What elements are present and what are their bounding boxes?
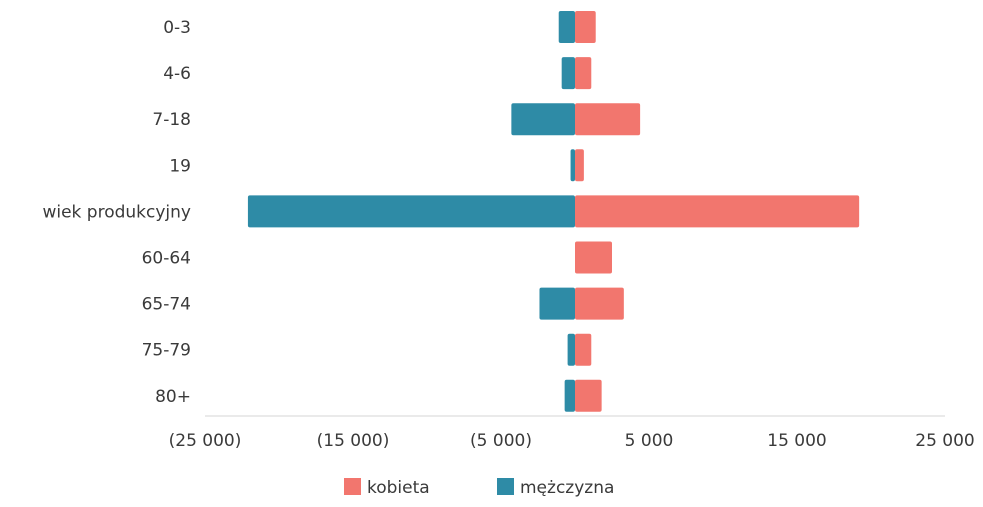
x-axis: (25 000) (15 000) (5 000) 5 000 15 000 25 000: [169, 415, 975, 451]
bar-kobieta: [575, 195, 860, 228]
bar-kobieta: [575, 149, 584, 182]
category-label: 19: [169, 156, 191, 176]
bar-kobieta: [575, 57, 592, 90]
category-labels: 0-3 4-6 7-18 19 wiek produkcyjny 60-64 65-74 75…: [42, 18, 191, 407]
bar-mezczyzna: [570, 149, 575, 182]
bar-kobieta: [575, 11, 596, 43]
bar-mezczyzna: [561, 57, 575, 90]
bar-kobieta: [575, 103, 641, 136]
bars-layer: [247, 11, 860, 412]
legend-kobieta: kobieta: [344, 478, 430, 498]
category-label: 4-6: [163, 64, 191, 84]
x-tick-label: (25 000): [169, 431, 242, 451]
category-label: 80+: [155, 387, 191, 407]
legend-label: mężczyzna: [520, 478, 614, 498]
bar-mezczyzna: [558, 11, 575, 43]
legend-swatch: [497, 478, 514, 495]
x-tick-label: (15 000): [317, 431, 390, 451]
legend-label: kobieta: [367, 478, 430, 498]
category-label: 75-79: [142, 341, 191, 361]
bar-kobieta: [575, 241, 612, 274]
x-tick-label: 25 000: [915, 431, 974, 451]
x-tick-label: 5 000: [625, 431, 674, 451]
category-label: 60-64: [142, 249, 191, 269]
bar-mezczyzna: [247, 195, 576, 228]
category-label: 65-74: [142, 295, 191, 315]
legend-mezczyzna: mężczyzna: [497, 478, 614, 498]
bar-mezczyzna: [564, 379, 575, 412]
category-label: wiek produkcyjny: [42, 202, 191, 222]
bar-mezczyzna: [567, 333, 575, 366]
bar-mezczyzna: [511, 103, 575, 136]
legend-swatch: [344, 478, 361, 495]
bar-kobieta: [575, 379, 602, 412]
category-label: 7-18: [152, 110, 191, 130]
bar-mezczyzna: [539, 287, 575, 320]
x-tick-label: 15 000: [767, 431, 826, 451]
legend: kobieta mężczyzna: [344, 478, 614, 498]
bar-kobieta: [575, 287, 624, 320]
category-label: 0-3: [163, 18, 191, 38]
bar-kobieta: [575, 333, 592, 366]
x-tick-label: (5 000): [470, 431, 532, 451]
